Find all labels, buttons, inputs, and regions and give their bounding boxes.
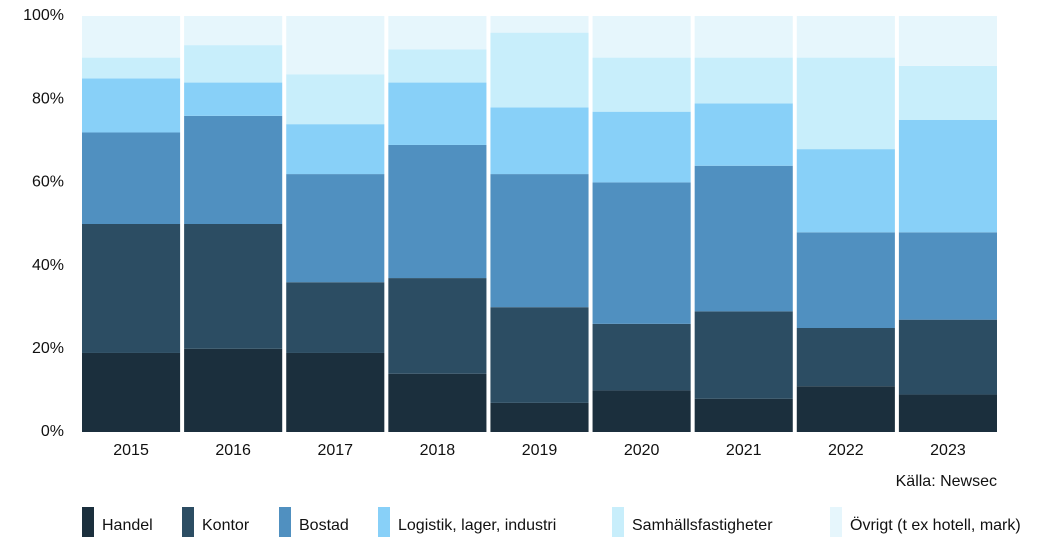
bar-segment bbox=[694, 398, 793, 432]
legend-label: Övrigt (t ex hotell, mark) bbox=[850, 516, 1021, 534]
x-tick-label: 2019 bbox=[522, 442, 558, 459]
bar-segment bbox=[592, 16, 691, 58]
y-tick-label: 20% bbox=[32, 340, 64, 357]
bar-segment bbox=[82, 132, 181, 224]
legend-label: Samhällsfastigheter bbox=[632, 517, 773, 534]
legend-swatch bbox=[182, 507, 194, 537]
bar-segment bbox=[796, 57, 895, 150]
bar-segment bbox=[490, 32, 589, 108]
bar-segment bbox=[694, 165, 793, 312]
bar-segment bbox=[592, 182, 691, 324]
legend-swatch bbox=[830, 507, 842, 537]
bar-segment bbox=[388, 16, 487, 50]
bar-segment bbox=[490, 174, 589, 308]
x-tick-label: 2016 bbox=[215, 442, 251, 459]
bar-segment bbox=[184, 16, 283, 46]
bar-segment bbox=[490, 16, 589, 33]
bar-segment bbox=[592, 390, 691, 432]
x-tick-label: 2023 bbox=[930, 442, 966, 459]
bar-segment bbox=[388, 278, 487, 374]
bar-segment bbox=[796, 232, 895, 328]
bar-segment bbox=[898, 232, 997, 320]
x-tick-label: 2015 bbox=[113, 442, 149, 459]
bar-segment bbox=[898, 16, 997, 66]
bar-segment bbox=[694, 103, 793, 166]
legend-label: Logistik, lager, industri bbox=[398, 517, 556, 534]
bar-segment bbox=[286, 16, 385, 75]
x-tick-label: 2017 bbox=[317, 442, 353, 459]
y-tick-label: 100% bbox=[23, 7, 64, 24]
bar-segment bbox=[184, 115, 283, 224]
y-tick-label: 0% bbox=[41, 423, 64, 440]
bar-segment bbox=[388, 144, 487, 279]
bar-segment bbox=[286, 282, 385, 353]
bar-segment bbox=[898, 319, 997, 395]
bar-segment bbox=[388, 373, 487, 432]
bar-segment bbox=[490, 107, 589, 175]
bar-segment bbox=[184, 45, 283, 83]
bar-segment bbox=[82, 57, 181, 79]
bar-segment bbox=[592, 57, 691, 112]
bar-segment bbox=[490, 402, 589, 432]
bar-segment bbox=[898, 65, 997, 120]
legend-label: Bostad bbox=[299, 517, 349, 534]
legend-label: Kontor bbox=[202, 517, 250, 534]
bar-segment bbox=[796, 328, 895, 387]
bar-segment bbox=[796, 149, 895, 233]
x-tick-label: 2020 bbox=[624, 442, 660, 459]
x-tick-label: 2021 bbox=[726, 442, 762, 459]
bar-segment bbox=[796, 386, 895, 432]
bar-segment bbox=[286, 352, 385, 432]
bar-segment bbox=[898, 394, 997, 432]
bar-segment bbox=[898, 120, 997, 233]
legend-swatch bbox=[378, 507, 390, 537]
bar-segment bbox=[796, 16, 895, 58]
y-tick-label: 60% bbox=[32, 174, 64, 191]
bar-segment bbox=[388, 82, 487, 145]
bar-segment bbox=[694, 57, 793, 104]
bar-segment bbox=[82, 224, 181, 353]
bar-segment bbox=[82, 78, 181, 133]
bar-segment bbox=[592, 323, 691, 391]
source-note: Källa: Newsec bbox=[896, 473, 997, 490]
bar-segment bbox=[490, 307, 589, 403]
bar-segment bbox=[592, 111, 691, 183]
legend-swatch bbox=[82, 507, 94, 537]
x-tick-label: 2022 bbox=[828, 442, 864, 459]
legend-label: Handel bbox=[102, 517, 153, 534]
bar-segment bbox=[184, 224, 283, 349]
bar-segment bbox=[286, 124, 385, 175]
x-tick-label: 2018 bbox=[420, 442, 456, 459]
bar-segment bbox=[184, 82, 283, 116]
bar-segment bbox=[694, 16, 793, 58]
bar-segment bbox=[184, 348, 283, 432]
bar-segment bbox=[82, 352, 181, 432]
legend-swatch bbox=[279, 507, 291, 537]
y-tick-label: 80% bbox=[32, 90, 64, 107]
y-tick-label: 40% bbox=[32, 257, 64, 274]
bar-segment bbox=[694, 311, 793, 399]
bar-segment bbox=[286, 74, 385, 125]
bar-segment bbox=[388, 49, 487, 83]
legend-swatch bbox=[612, 507, 624, 537]
bar-segment bbox=[82, 16, 181, 58]
bar-segment bbox=[286, 174, 385, 283]
